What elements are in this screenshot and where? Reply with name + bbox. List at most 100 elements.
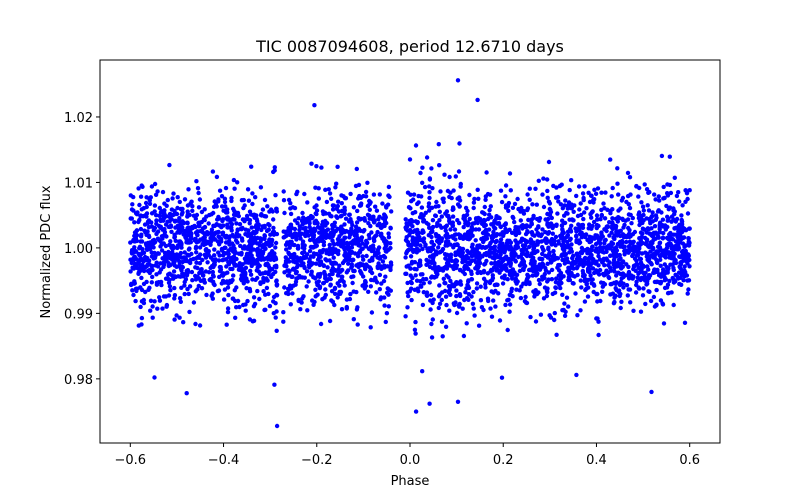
- data-point: [225, 285, 231, 290]
- data-point: [427, 208, 432, 213]
- data-point: [464, 264, 469, 269]
- data-point: [187, 284, 193, 289]
- data-point: [190, 225, 195, 231]
- data-point: [142, 265, 148, 270]
- data-point: [175, 195, 180, 200]
- data-point: [603, 227, 608, 232]
- data-point: [523, 231, 529, 237]
- data-point: [138, 213, 143, 218]
- data-point: [647, 243, 652, 248]
- data-point: [414, 267, 419, 272]
- data-point: [595, 217, 600, 222]
- data-point: [602, 216, 608, 221]
- data-point: [587, 199, 593, 205]
- data-point: [484, 170, 489, 175]
- data-point: [615, 181, 620, 186]
- data-point: [522, 237, 527, 243]
- data-point: [294, 237, 299, 242]
- data-point: [174, 253, 179, 258]
- data-point: [651, 255, 656, 260]
- data-point: [214, 174, 220, 180]
- data-point: [451, 266, 457, 271]
- data-point: [437, 283, 442, 288]
- data-point: [427, 225, 432, 230]
- data-point: [175, 230, 180, 235]
- data-point: [513, 258, 518, 263]
- data-point: [530, 202, 535, 207]
- data-point: [466, 279, 471, 284]
- data-point: [196, 190, 201, 196]
- data-point: [574, 251, 580, 256]
- data-point: [381, 253, 386, 259]
- data-point: [239, 198, 245, 203]
- data-point: [160, 189, 166, 195]
- data-point: [574, 193, 579, 199]
- data-point: [167, 162, 172, 168]
- data-point: [388, 245, 393, 251]
- data-point: [558, 270, 564, 276]
- data-point: [545, 188, 550, 194]
- data-point: [621, 274, 626, 280]
- data-point: [484, 245, 489, 250]
- data-point: [254, 216, 259, 222]
- data-point: [169, 229, 174, 234]
- data-point: [513, 229, 519, 235]
- data-point: [128, 269, 133, 274]
- data-point: [296, 231, 302, 236]
- data-point: [328, 282, 333, 287]
- data-point: [434, 199, 439, 205]
- data-point: [185, 259, 190, 264]
- data-point: [456, 169, 462, 174]
- data-point: [476, 227, 482, 232]
- data-point: [210, 235, 216, 241]
- data-point: [642, 182, 647, 187]
- data-point: [187, 212, 192, 218]
- data-point: [239, 236, 245, 241]
- data-point: [135, 210, 140, 215]
- data-point: [140, 184, 145, 189]
- data-point: [508, 292, 513, 297]
- data-point: [669, 219, 674, 224]
- data-point: [613, 225, 618, 231]
- data-point: [302, 243, 307, 248]
- data-point: [682, 264, 687, 269]
- data-point: [273, 245, 278, 250]
- data-point: [454, 288, 459, 293]
- data-point: [475, 266, 480, 272]
- data-point: [323, 276, 328, 281]
- data-point: [616, 230, 622, 235]
- data-point: [519, 205, 524, 211]
- data-point: [204, 292, 209, 298]
- data-point: [351, 268, 356, 274]
- data-point: [356, 226, 362, 231]
- data-point: [596, 235, 602, 241]
- data-point: [443, 324, 449, 329]
- data-point: [232, 186, 237, 191]
- data-point: [229, 228, 234, 233]
- data-point: [631, 239, 636, 244]
- x-tick-label: 0.4: [586, 453, 607, 468]
- data-point: [216, 234, 221, 239]
- data-point: [533, 288, 538, 293]
- data-point: [274, 423, 280, 429]
- data-point: [558, 202, 564, 207]
- data-point: [350, 280, 355, 286]
- data-point: [311, 251, 317, 256]
- data-point: [318, 254, 323, 259]
- data-point: [208, 255, 214, 260]
- data-point: [420, 180, 425, 185]
- data-point: [667, 182, 673, 188]
- data-point: [244, 276, 249, 281]
- data-point: [137, 244, 143, 249]
- data-point: [207, 277, 212, 283]
- data-point: [193, 273, 198, 279]
- data-point: [232, 298, 238, 304]
- data-point: [282, 285, 287, 290]
- data-point: [486, 298, 491, 304]
- data-point: [155, 189, 160, 194]
- data-point: [553, 285, 559, 291]
- data-point: [270, 253, 276, 259]
- data-point: [517, 288, 522, 293]
- data-point: [621, 285, 626, 290]
